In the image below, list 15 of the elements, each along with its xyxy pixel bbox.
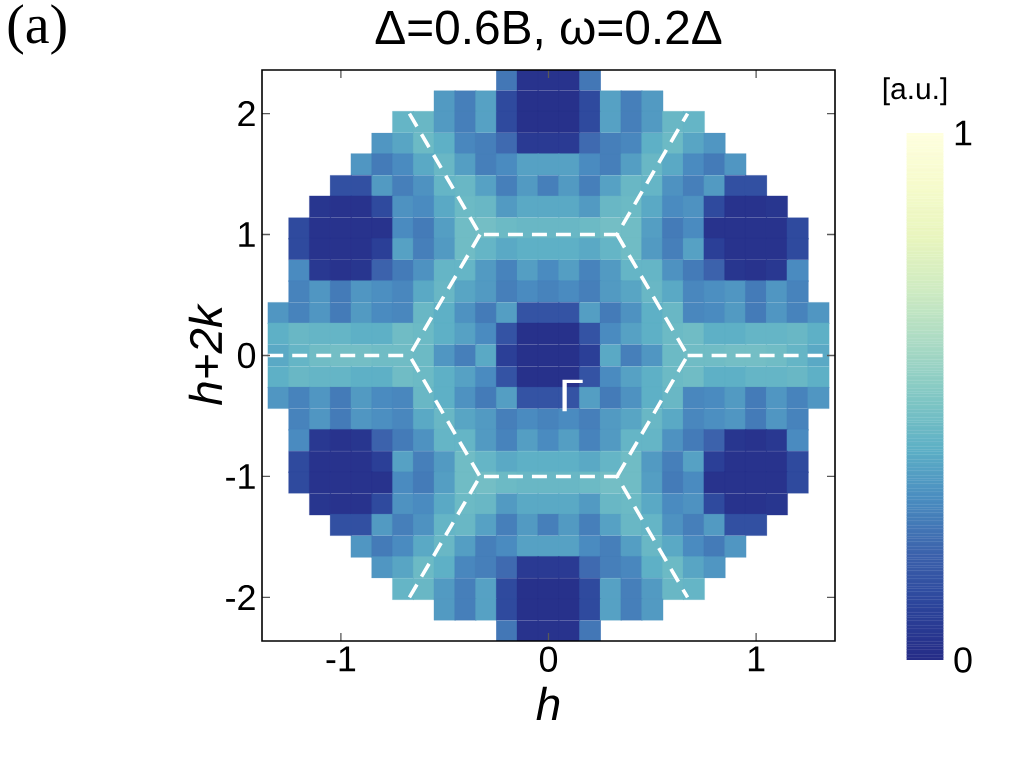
color-bar-title: [a.u.]: [883, 77, 947, 106]
chart-title: Δ=0.6B, ω=0.2Δ: [375, 10, 722, 51]
x-axis-title: h: [536, 686, 560, 721]
color-bar-label: 1: [955, 120, 972, 146]
x-tick-label: 1: [748, 646, 765, 672]
annotation: Γ: [562, 379, 583, 412]
y-tick-label: 0: [237, 342, 256, 369]
y-tick-label: 1: [239, 222, 255, 247]
x-tick-label: 0: [539, 646, 558, 672]
y-tick-label: -1: [226, 464, 255, 489]
x-tick-label: -1: [326, 646, 356, 672]
text: (a): [8, 4, 66, 55]
y-tick-label: 2: [238, 101, 255, 127]
y-axis-title: h+2k: [188, 303, 222, 406]
y-tick-label: -2: [226, 584, 255, 610]
